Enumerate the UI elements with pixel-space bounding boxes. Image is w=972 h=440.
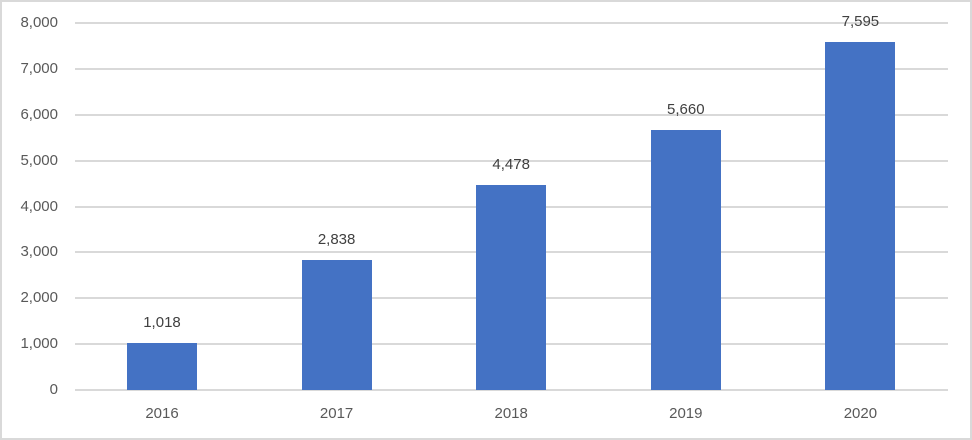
data-label: 2,838: [317, 230, 356, 248]
y-axis-tick-label: 4,000: [20, 197, 58, 215]
y-axis-tick-label: 2,000: [20, 289, 58, 307]
y-axis-tick-label: 8,000: [20, 14, 58, 31]
data-label: 7,595: [841, 12, 880, 30]
x-axis-tick-label: 2017: [319, 405, 354, 422]
gridline: [75, 389, 948, 391]
x-axis-tick-label: 2019: [669, 405, 703, 422]
x-axis-tick-label: 2016: [145, 405, 179, 422]
x-axis-tick-label: 2018: [494, 405, 528, 422]
bar-2019: [650, 130, 721, 390]
data-label: 4,478: [492, 155, 530, 173]
gridline: [75, 113, 948, 116]
y-axis-tick-label: 0: [49, 381, 58, 398]
gridline: [75, 159, 948, 162]
bar-2017: [301, 259, 372, 390]
bar-2016: [127, 343, 197, 390]
y-axis-tick-label: 6,000: [20, 105, 58, 123]
data-label: 1,018: [143, 314, 181, 332]
gridline: [75, 22, 948, 24]
x-axis-tick-label: 2020: [843, 405, 878, 422]
y-axis-tick-label: 3,000: [20, 243, 58, 261]
data-label: 5,660: [667, 101, 705, 119]
bar-2020: [825, 41, 896, 390]
bar-2018: [476, 184, 547, 390]
y-axis-tick-label: 1,000: [20, 335, 58, 353]
y-axis-tick-label: 5,000: [20, 151, 58, 169]
gridline: [75, 67, 948, 70]
y-axis-tick-label: 7,000: [20, 59, 58, 77]
